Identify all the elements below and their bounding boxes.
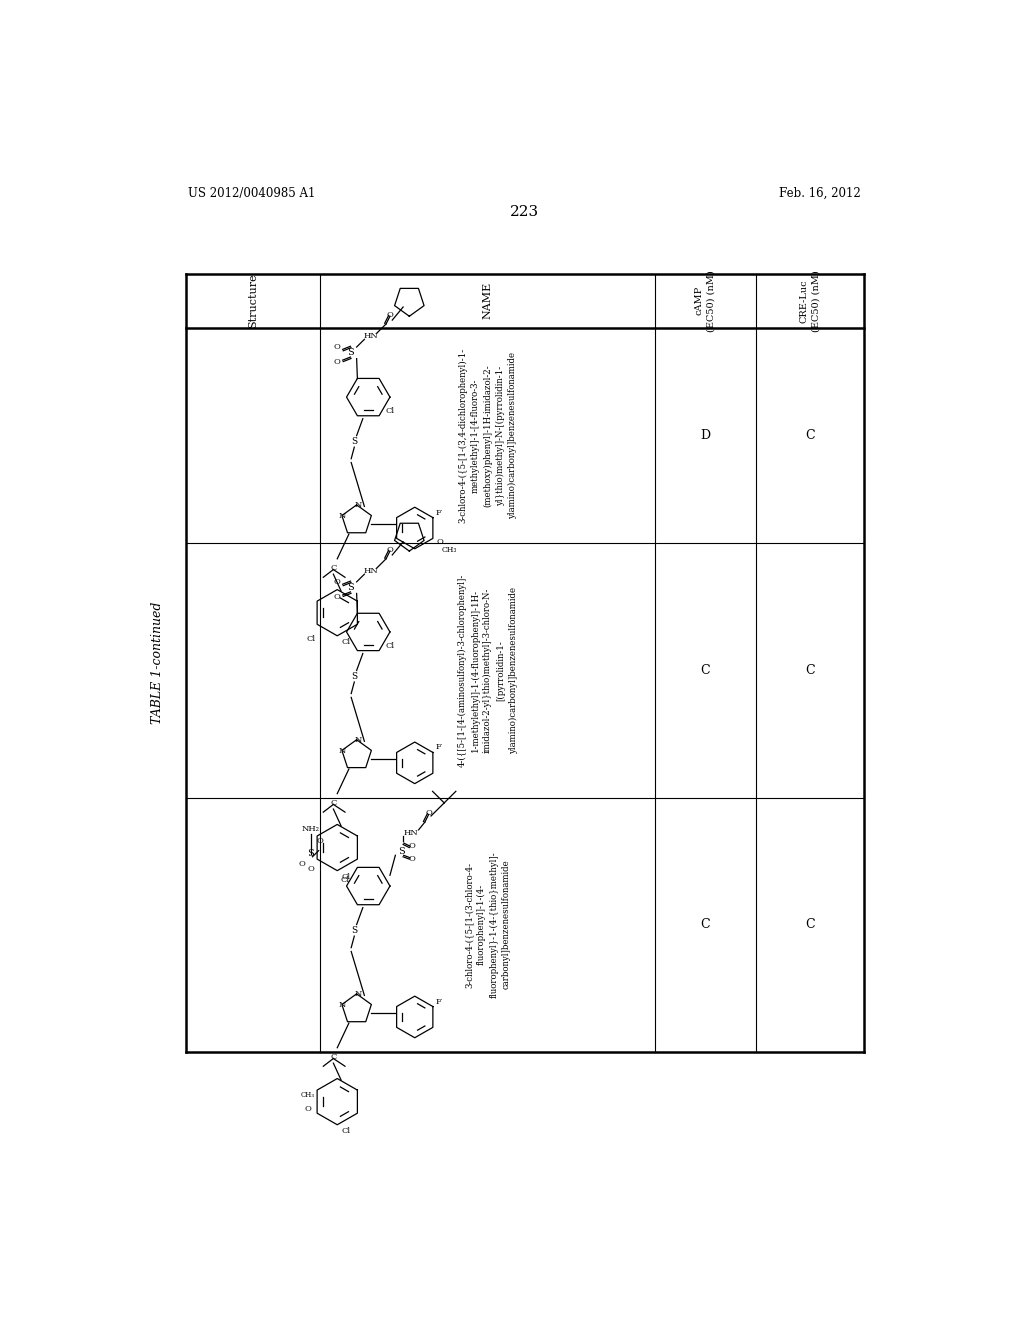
Text: CRE-Luc
(EC50) (nM): CRE-Luc (EC50) (nM)	[800, 271, 820, 331]
Text: O: O	[334, 343, 341, 351]
Text: C: C	[805, 664, 815, 677]
Text: Cl: Cl	[342, 1127, 351, 1135]
Text: CH₃: CH₃	[301, 1092, 314, 1100]
Text: CH₃: CH₃	[441, 545, 457, 553]
Text: Cl: Cl	[342, 873, 351, 880]
Text: N: N	[339, 747, 346, 755]
Text: O: O	[334, 593, 341, 602]
Text: 3-chloro-4-({5-[1-(3-chloro-4-
fluorophenyl]-1-(4-
fluorophenyl}-1-(4-{thio}meth: 3-chloro-4-({5-[1-(3-chloro-4- fluorophe…	[464, 851, 511, 998]
Text: S: S	[351, 437, 357, 446]
Text: C: C	[330, 564, 337, 572]
Text: HN: HN	[403, 829, 418, 837]
Text: O: O	[334, 359, 341, 367]
Text: F: F	[435, 743, 441, 751]
Text: O: O	[409, 855, 416, 863]
Text: C: C	[700, 917, 711, 931]
Text: HN: HN	[364, 333, 378, 341]
Text: O: O	[436, 537, 443, 546]
Text: O: O	[299, 861, 306, 869]
Text: S: S	[347, 348, 354, 356]
Text: O: O	[334, 578, 341, 586]
Text: 4-({[5-[1-[4-(aminosulfonyl)-3-chlorophenyl]-
1-methylethyl]-1-(4-fluorophenyl]-: 4-({[5-[1-[4-(aminosulfonyl)-3-chlorophe…	[458, 574, 517, 767]
Text: N: N	[339, 1001, 346, 1008]
Text: N: N	[354, 735, 361, 743]
Text: F: F	[435, 998, 441, 1006]
Text: N: N	[339, 512, 346, 520]
Text: S: S	[347, 583, 354, 591]
Text: O: O	[307, 865, 314, 873]
Text: 3-chloro-4-({5-[1-(3,4-dichlorophenyl)-1-
methylethyl]-1-[4-fluoro-3-
(methoxy)p: 3-chloro-4-({5-[1-(3,4-dichlorophenyl)-1…	[458, 348, 517, 523]
Text: Feb. 16, 2012: Feb. 16, 2012	[779, 187, 861, 199]
Text: O: O	[386, 310, 393, 318]
Text: O: O	[304, 1105, 311, 1113]
Text: O: O	[409, 842, 416, 850]
Text: 223: 223	[510, 205, 540, 219]
Text: S: S	[398, 847, 404, 855]
Text: Structure: Structure	[248, 273, 258, 329]
Text: N: N	[354, 990, 361, 998]
Text: NH₂: NH₂	[302, 825, 319, 833]
Text: O: O	[425, 809, 432, 817]
Text: C: C	[330, 799, 337, 807]
Text: Cl: Cl	[385, 642, 394, 649]
Text: HN: HN	[364, 568, 378, 576]
Text: C: C	[330, 1053, 337, 1061]
Text: S: S	[307, 849, 314, 858]
Text: C: C	[700, 664, 711, 677]
Text: Cl: Cl	[385, 407, 394, 414]
Text: Cl: Cl	[306, 635, 315, 643]
Text: Cl: Cl	[342, 638, 351, 645]
Text: O: O	[316, 837, 324, 845]
Text: F: F	[435, 508, 441, 516]
Text: Cl: Cl	[340, 876, 349, 884]
Text: N: N	[354, 500, 361, 510]
Text: C: C	[805, 429, 815, 442]
Text: S: S	[351, 672, 357, 681]
Text: S: S	[351, 927, 357, 935]
Text: TABLE 1-continued: TABLE 1-continued	[151, 602, 164, 723]
Text: D: D	[700, 429, 711, 442]
Text: US 2012/0040985 A1: US 2012/0040985 A1	[188, 187, 315, 199]
Text: C: C	[805, 917, 815, 931]
Text: O: O	[386, 545, 393, 553]
Text: cAMP
(EC50) (nM): cAMP (EC50) (nM)	[695, 271, 716, 331]
Text: NAME: NAME	[482, 282, 493, 319]
